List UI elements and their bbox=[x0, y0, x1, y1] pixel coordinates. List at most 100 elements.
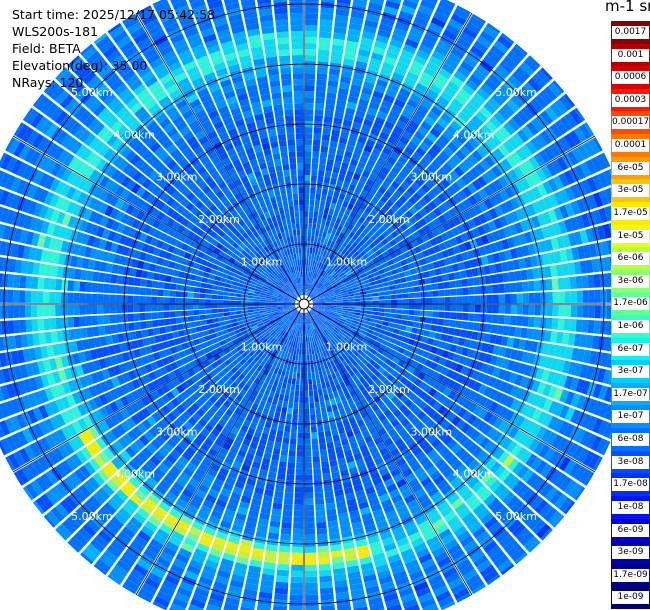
ppi-cell bbox=[350, 422, 359, 430]
ppi-cell bbox=[327, 520, 339, 528]
ppi-cell bbox=[60, 396, 71, 410]
ppi-cell bbox=[454, 502, 468, 515]
ppi-cell bbox=[414, 298, 421, 304]
ppi-cell bbox=[25, 305, 32, 318]
ppi-cell bbox=[192, 494, 204, 505]
ppi-cell bbox=[359, 556, 373, 565]
ppi-cell bbox=[403, 371, 412, 380]
ppi-cell bbox=[50, 331, 58, 343]
ppi-cell bbox=[501, 239, 510, 250]
ppi-cell bbox=[114, 411, 125, 423]
ppi-cell bbox=[304, 169, 311, 176]
ppi-cell bbox=[431, 283, 439, 290]
ppi-cell bbox=[268, 434, 276, 442]
ppi-cell bbox=[339, 432, 347, 441]
ppi-cell bbox=[365, 139, 376, 148]
ppi-cell bbox=[429, 237, 439, 247]
ppi-cell bbox=[187, 310, 194, 316]
ppi-cell bbox=[200, 342, 208, 349]
ppi-cell bbox=[319, 286, 325, 291]
ppi-cell bbox=[235, 435, 244, 444]
ppi-cell bbox=[224, 359, 232, 366]
ppi-cell bbox=[340, 316, 347, 320]
ppi-cell bbox=[512, 133, 525, 147]
ppi-cell bbox=[234, 385, 242, 394]
ppi-cell bbox=[377, 253, 385, 261]
ppi-cell bbox=[351, 258, 358, 265]
ppi-cell bbox=[329, 459, 338, 467]
ppi-cell bbox=[260, 506, 271, 515]
ppi-cell bbox=[421, 234, 430, 243]
ppi-cell bbox=[416, 187, 427, 198]
ppi-cell bbox=[232, 359, 240, 366]
ppi-cell bbox=[455, 320, 463, 329]
ppi-cell bbox=[371, 546, 384, 556]
ppi-cell bbox=[403, 251, 411, 259]
ppi-cell bbox=[292, 534, 304, 541]
ppi-cell bbox=[346, 101, 357, 110]
ppi-cell bbox=[428, 541, 443, 553]
ppi-cell bbox=[103, 404, 114, 416]
ppi-cell bbox=[244, 583, 259, 592]
ppi-cell bbox=[334, 111, 344, 119]
ppi-cell bbox=[242, 376, 249, 384]
ppi-cell bbox=[400, 548, 415, 559]
ppi-cell bbox=[79, 293, 86, 304]
ppi-cell bbox=[366, 293, 373, 298]
ppi-cell bbox=[348, 183, 356, 192]
ppi-cell bbox=[149, 455, 161, 467]
ppi-cell bbox=[462, 568, 478, 582]
ppi-cell bbox=[19, 319, 27, 333]
ppi-cell bbox=[324, 273, 330, 280]
ppi-cell bbox=[304, 372, 308, 379]
ppi-cell bbox=[326, 239, 332, 247]
ppi-cell bbox=[227, 451, 237, 460]
ppi-cell bbox=[395, 381, 404, 390]
ppi-cell bbox=[510, 398, 521, 411]
ppi-cell bbox=[390, 395, 400, 404]
ppi-cell bbox=[531, 394, 542, 407]
ppi-cell bbox=[322, 344, 327, 351]
ppi-cell bbox=[384, 423, 394, 432]
ppi-cell bbox=[345, 455, 355, 464]
ppi-cell bbox=[319, 224, 325, 232]
ppi-cell bbox=[429, 470, 442, 481]
ppi-cell bbox=[552, 80, 565, 94]
ppi-cell bbox=[557, 277, 565, 290]
ppi-cell bbox=[221, 343, 229, 351]
ppi-cell bbox=[346, 348, 353, 356]
ppi-cell bbox=[97, 469, 110, 482]
ppi-cell bbox=[390, 130, 401, 140]
ppi-cell bbox=[366, 491, 378, 501]
ppi-cell bbox=[540, 130, 553, 145]
ppi-cell bbox=[77, 417, 88, 431]
ppi-cell bbox=[357, 257, 365, 264]
ppi-cell bbox=[390, 313, 397, 319]
ppi-cell bbox=[573, 363, 583, 377]
ppi-cell bbox=[240, 606, 255, 610]
ppi-cell bbox=[379, 343, 387, 351]
ppi-cell bbox=[471, 227, 481, 238]
ppi-cell bbox=[547, 510, 562, 526]
ppi-cell bbox=[323, 311, 330, 315]
ppi-cell bbox=[327, 287, 334, 292]
ppi-cell bbox=[329, 254, 335, 262]
ppi-cell bbox=[304, 151, 312, 158]
ppi-cell bbox=[98, 530, 113, 544]
ppi-cell bbox=[275, 436, 283, 444]
ppi-cell bbox=[172, 558, 188, 570]
ppi-cell bbox=[585, 334, 594, 349]
ppi-cell bbox=[318, 305, 325, 308]
ppi-cell bbox=[270, 365, 276, 373]
ppi-cell bbox=[388, 109, 400, 120]
ppi-cell bbox=[286, 326, 291, 333]
ppi-cell bbox=[353, 606, 368, 610]
ppi-cell bbox=[359, 202, 368, 211]
ppi-cell bbox=[404, 200, 413, 210]
ppi-cell bbox=[412, 368, 421, 378]
ppi-cell bbox=[378, 291, 385, 296]
ppi-cell bbox=[429, 83, 442, 95]
ppi-cell bbox=[427, 408, 437, 418]
ppi-cell bbox=[325, 381, 331, 388]
ppi-cell bbox=[113, 344, 122, 354]
